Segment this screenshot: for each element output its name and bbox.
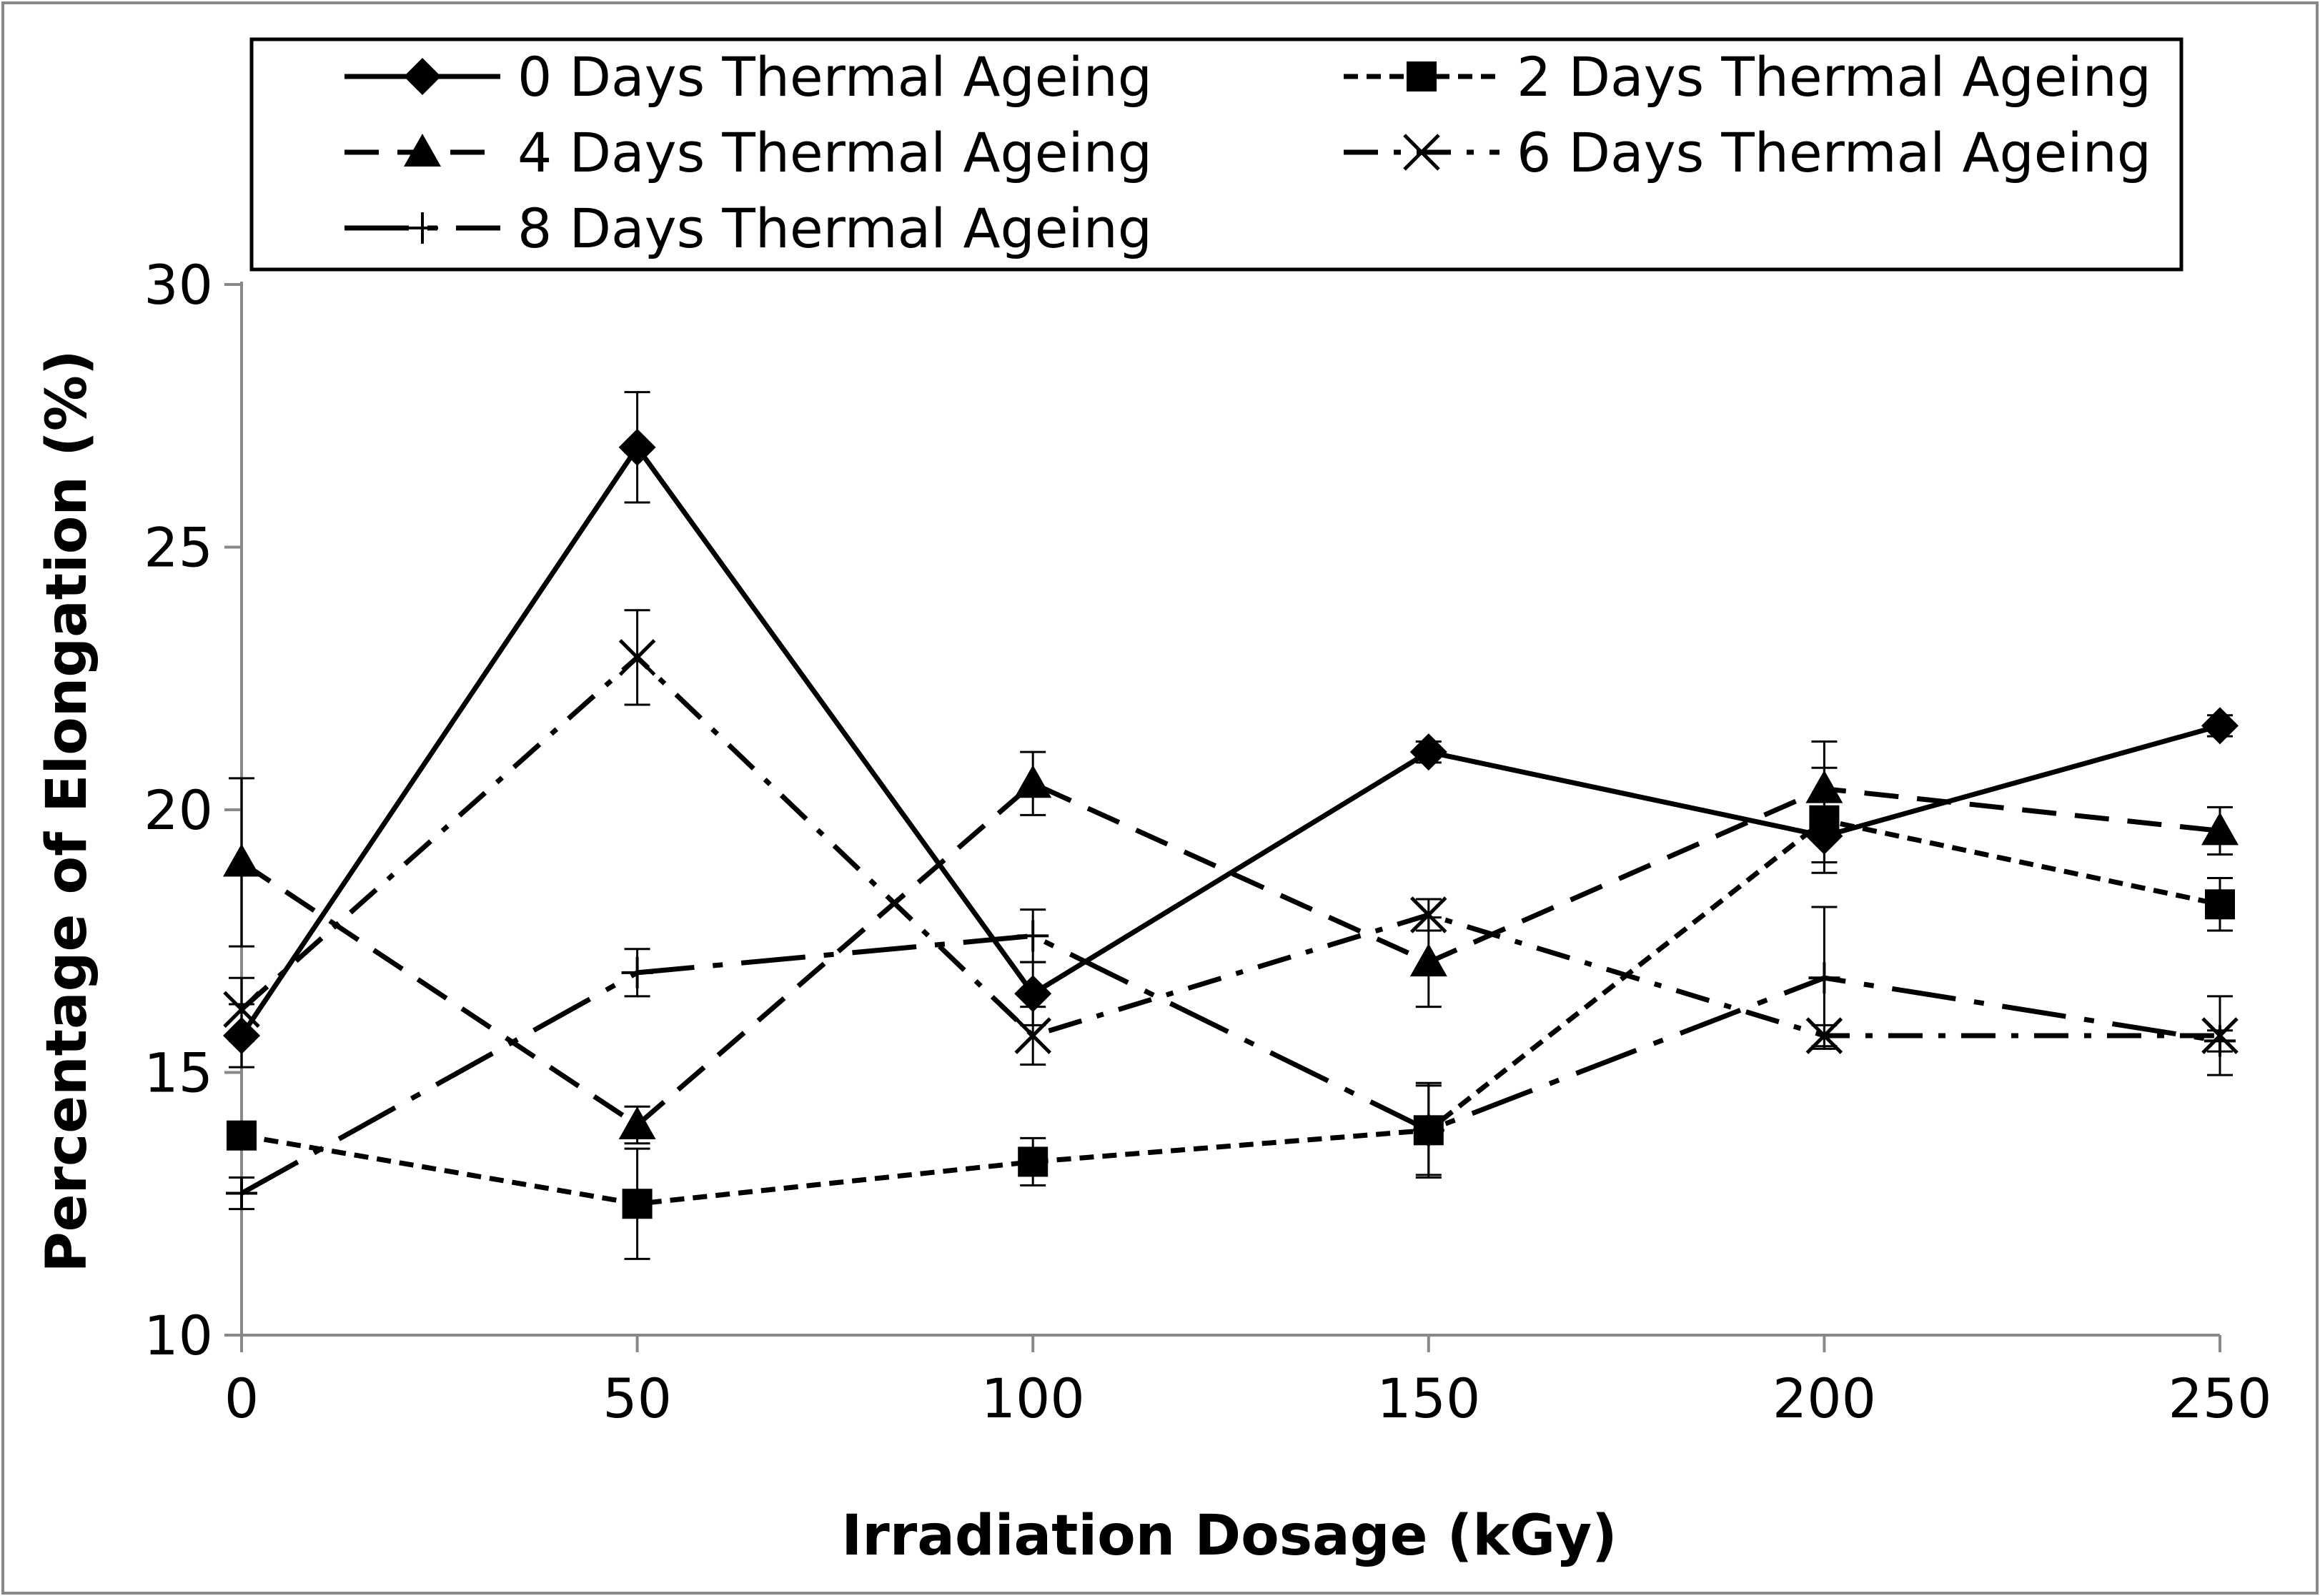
data-point xyxy=(2204,1025,2236,1057)
data-point xyxy=(1808,962,1840,994)
legend-item: 6 Days Thermal Ageing xyxy=(1344,121,2151,184)
series-line xyxy=(240,933,2221,1196)
data-point xyxy=(1805,770,1843,803)
legend-marker xyxy=(1407,61,1437,91)
data-point xyxy=(226,1177,257,1209)
data-point xyxy=(618,428,656,466)
y-tick-label: 30 xyxy=(144,253,213,317)
legend-marker xyxy=(407,212,438,244)
legend-item: 2 Days Thermal Ageing xyxy=(1344,45,2151,109)
series-line xyxy=(241,818,2221,1206)
y-tick-label: 20 xyxy=(144,778,213,842)
data-point xyxy=(1410,896,1447,933)
series-2 xyxy=(223,740,2239,1145)
data-point xyxy=(1409,943,1447,977)
data-point xyxy=(223,991,260,1029)
data-point xyxy=(2201,707,2239,745)
data-point xyxy=(1412,1114,1444,1146)
y-tick-label: 10 xyxy=(144,1304,213,1367)
series-line xyxy=(239,655,2220,1039)
data-point xyxy=(618,639,656,676)
series-line xyxy=(239,445,2221,1038)
legend-marker xyxy=(404,58,441,95)
x-tick-label: 0 xyxy=(224,1367,259,1430)
data-point xyxy=(1014,765,1052,798)
data-point xyxy=(1014,975,1052,1013)
data-point xyxy=(2201,812,2239,846)
x-tick-label: 200 xyxy=(1773,1367,1876,1430)
series-4 xyxy=(226,906,2236,1211)
data-point xyxy=(622,1189,653,1219)
series-3 xyxy=(223,609,2239,1076)
legend: 0 Days Thermal Ageing 2 Days Thermal Agei… xyxy=(249,37,2183,272)
legend-item: 8 Days Thermal Ageing xyxy=(344,197,1152,260)
data-point xyxy=(1014,1017,1051,1054)
legend-item: 0 Days Thermal Ageing xyxy=(344,45,1152,109)
x-tick-label: 250 xyxy=(2168,1367,2271,1430)
y-tick-label: 15 xyxy=(144,1041,213,1105)
data-point xyxy=(621,956,653,988)
data-point xyxy=(618,1106,656,1139)
data-point xyxy=(1409,733,1447,771)
series-line xyxy=(240,780,2221,1128)
data-point xyxy=(227,1120,257,1151)
series-1 xyxy=(227,766,2235,1260)
data-point xyxy=(1017,920,1049,952)
y-tick-label: 25 xyxy=(144,516,213,580)
axes: 10 15 20 25 30 0 50 100 150 200 250 xyxy=(144,253,2271,1430)
data-point xyxy=(1018,1146,1049,1177)
legend-label: 8 Days Thermal Ageing xyxy=(517,197,1152,260)
legend-label: 4 Days Thermal Ageing xyxy=(517,121,1152,184)
x-tick-label: 150 xyxy=(1377,1367,1480,1430)
data-point xyxy=(223,843,260,877)
x-tick-label: 50 xyxy=(603,1367,672,1430)
legend-marker xyxy=(404,134,441,167)
legend-box xyxy=(249,37,2183,272)
data-point xyxy=(2205,889,2235,920)
x-axis-title: Irradiation Dosage (kGy) xyxy=(841,1504,1617,1568)
x-tick-label: 100 xyxy=(981,1367,1085,1430)
y-axis-title: Percentage of Elongation (%) xyxy=(35,350,99,1272)
legend-label: 6 Days Thermal Ageing xyxy=(1517,121,2151,184)
legend-marker xyxy=(1403,134,1440,171)
legend-item: 4 Days Thermal Ageing xyxy=(344,121,1152,184)
series-layer xyxy=(223,391,2239,1260)
legend-label: 0 Days Thermal Ageing xyxy=(517,45,1152,109)
legend-label: 2 Days Thermal Ageing xyxy=(1517,45,2151,109)
